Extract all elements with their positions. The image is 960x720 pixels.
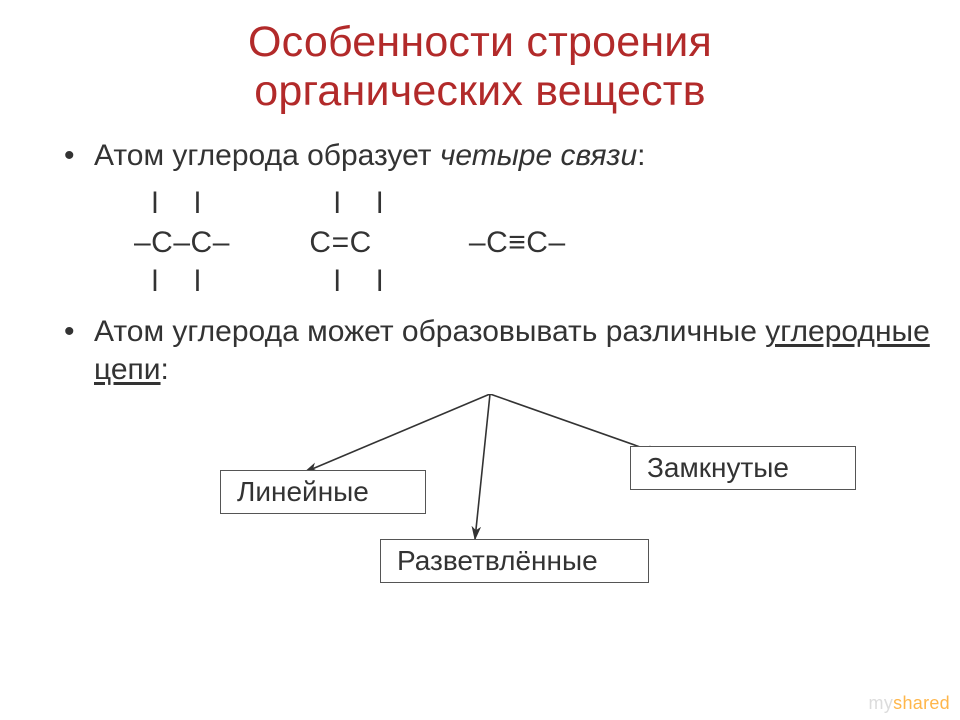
watermark-accent: shared [893, 693, 950, 713]
bullet-2-text: Атом углерода может образовывать различн… [94, 315, 765, 348]
box-closed-label: Замкнутые [647, 452, 789, 483]
bonds-line-3: ӏ ӏ ӏ ӏ [134, 265, 384, 298]
box-branched: Разветвлённые [380, 539, 649, 583]
bullet-1-text: Атом углерода образует [94, 139, 440, 172]
bullet-2: Атом углерода может образовывать различн… [70, 313, 930, 388]
slide-title: Особенности строения органических вещест… [0, 0, 960, 125]
bullet-1: Атом углерода образует четыре связи: [70, 137, 930, 175]
bonds-line-2: –С–С– С=С –С≡С– [134, 226, 566, 259]
bullet-1-italic: четыре связи [440, 139, 637, 172]
chain-types-diagram: Линейные Замкнутые Разветвлённые [100, 394, 960, 624]
box-branched-label: Разветвлённые [397, 545, 598, 576]
bullet-2-suffix: : [161, 353, 169, 386]
bullet-1-suffix: : [637, 139, 645, 172]
title-line-2: органических веществ [254, 67, 705, 115]
box-closed: Замкнутые [630, 446, 856, 490]
box-linear: Линейные [220, 470, 426, 514]
bond-structures: ӏ ӏ ӏ ӏ –С–С– С=С –С≡С– ӏ ӏ ӏ ӏ [70, 184, 930, 301]
box-linear-label: Линейные [237, 476, 369, 507]
content-area: Атом углерода образует четыре связи: ӏ ӏ… [0, 137, 960, 625]
watermark: myshared [869, 693, 950, 714]
title-line-1: Особенности строения [248, 18, 712, 66]
watermark-prefix: my [869, 693, 894, 713]
bonds-line-1: ӏ ӏ ӏ ӏ [134, 187, 384, 220]
